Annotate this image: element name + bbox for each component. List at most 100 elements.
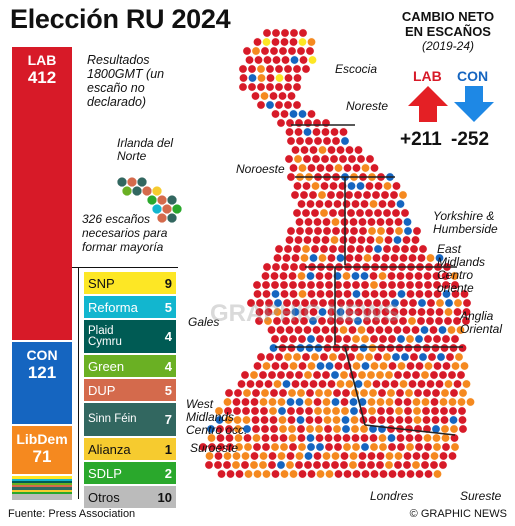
con-change-label: CON bbox=[457, 68, 489, 84]
constituency-hex bbox=[303, 370, 313, 380]
constituency-hex bbox=[261, 280, 271, 290]
constituency-hex bbox=[377, 343, 387, 353]
majority-line bbox=[72, 267, 178, 268]
constituency-hex bbox=[426, 379, 436, 389]
constituency-hex bbox=[435, 307, 445, 317]
constituency-hex bbox=[292, 82, 302, 92]
constituency-hex bbox=[324, 334, 334, 344]
constituency-hex bbox=[322, 451, 332, 461]
constituency-hex bbox=[298, 163, 308, 173]
libdem-seats: 71 bbox=[32, 447, 52, 466]
constituency-hex bbox=[319, 352, 329, 362]
constituency-hex bbox=[321, 118, 331, 128]
lab-change-label: LAB bbox=[413, 68, 442, 84]
constituency-hex bbox=[357, 370, 367, 380]
constituency-hex bbox=[301, 352, 311, 362]
constituency-hex bbox=[412, 397, 422, 407]
constituency-hex bbox=[403, 406, 413, 416]
party-row: Green 4 bbox=[84, 355, 176, 377]
constituency-hex bbox=[317, 316, 327, 326]
constituency-hex bbox=[432, 433, 442, 443]
constituency-hex bbox=[350, 424, 360, 434]
constituency-hex bbox=[450, 271, 460, 281]
constituency-hex bbox=[426, 253, 436, 263]
constituency-hex bbox=[296, 415, 306, 425]
constituency-hex bbox=[286, 136, 296, 146]
constituency-hex bbox=[405, 442, 415, 452]
constituency-hex bbox=[252, 289, 262, 299]
constituency-hex bbox=[204, 460, 214, 470]
constituency-hex bbox=[367, 397, 377, 407]
constituency-hex bbox=[415, 469, 425, 479]
constituency-hex bbox=[399, 253, 409, 263]
constituency-hex bbox=[445, 352, 455, 362]
constituency-hex bbox=[459, 289, 469, 299]
constituency-hex bbox=[288, 442, 298, 452]
constituency-hex bbox=[432, 442, 442, 452]
constituency-hex bbox=[295, 226, 305, 236]
constituency-hex bbox=[321, 325, 331, 335]
constituency-hex bbox=[233, 388, 243, 398]
constituency-hex bbox=[348, 325, 358, 335]
constituency-hex bbox=[457, 415, 467, 425]
constituency-hex bbox=[387, 199, 397, 209]
constituency-hex bbox=[381, 379, 391, 389]
constituency-hex bbox=[334, 163, 344, 173]
constituency-hex bbox=[283, 100, 293, 110]
constituency-hex bbox=[265, 64, 275, 74]
constituency-hex bbox=[415, 289, 425, 299]
constituency-hex bbox=[304, 406, 314, 416]
constituency-hex bbox=[278, 415, 288, 425]
constituency-hex bbox=[308, 190, 318, 200]
constituency-hex bbox=[339, 370, 349, 380]
constituency-hex bbox=[331, 406, 341, 416]
constituency-hex bbox=[236, 379, 246, 389]
constituency-hex bbox=[389, 190, 399, 200]
constituency-hex bbox=[233, 424, 243, 434]
constituency-hex bbox=[232, 415, 242, 425]
region-londres: Londres bbox=[370, 489, 414, 503]
constituency-hex bbox=[331, 217, 341, 227]
constituency-hex bbox=[384, 235, 394, 245]
constituency-hex bbox=[312, 235, 322, 245]
constituency-hex bbox=[449, 388, 459, 398]
constituency-hex bbox=[339, 325, 349, 335]
constituency-hex bbox=[389, 316, 399, 326]
constituency-hex bbox=[306, 442, 316, 452]
constituency-hex bbox=[421, 397, 431, 407]
constituency-hex bbox=[291, 253, 301, 263]
constituency-hex bbox=[305, 46, 315, 56]
constituency-hex bbox=[251, 388, 261, 398]
constituency-hex bbox=[383, 181, 393, 191]
constituency-hex bbox=[351, 271, 361, 281]
constituency-hex bbox=[396, 442, 406, 452]
constituency-hex bbox=[280, 28, 290, 38]
constituency-hex bbox=[369, 271, 379, 281]
constituency-hex bbox=[394, 406, 404, 416]
constituency-hex bbox=[325, 163, 335, 173]
constituency-hex bbox=[397, 289, 407, 299]
constituency-hex bbox=[391, 244, 401, 254]
constituency-hex bbox=[263, 316, 273, 326]
constituency-hex bbox=[285, 235, 295, 245]
constituency-hex bbox=[256, 100, 266, 110]
constituency-hex bbox=[438, 370, 448, 380]
constituency-hex bbox=[329, 154, 339, 164]
constituency-hex bbox=[416, 316, 426, 326]
constituency-hex bbox=[303, 325, 313, 335]
constituency-hex bbox=[314, 424, 324, 434]
constituency-hex bbox=[252, 280, 262, 290]
region-sureste: Sureste bbox=[460, 489, 502, 503]
constituency-hex bbox=[251, 46, 261, 56]
constituency-hex bbox=[452, 316, 462, 326]
constituency-hex bbox=[334, 361, 344, 371]
constituency-hex bbox=[360, 199, 370, 209]
constituency-hex bbox=[375, 460, 385, 470]
constituency-hex bbox=[274, 100, 284, 110]
constituency-hex bbox=[250, 406, 260, 416]
constituency-hex bbox=[275, 73, 285, 83]
party-row: Sinn Féin 7 bbox=[84, 403, 176, 436]
constituency-hex bbox=[242, 46, 252, 56]
constituency-hex bbox=[249, 370, 259, 380]
constituency-hex bbox=[245, 379, 255, 389]
